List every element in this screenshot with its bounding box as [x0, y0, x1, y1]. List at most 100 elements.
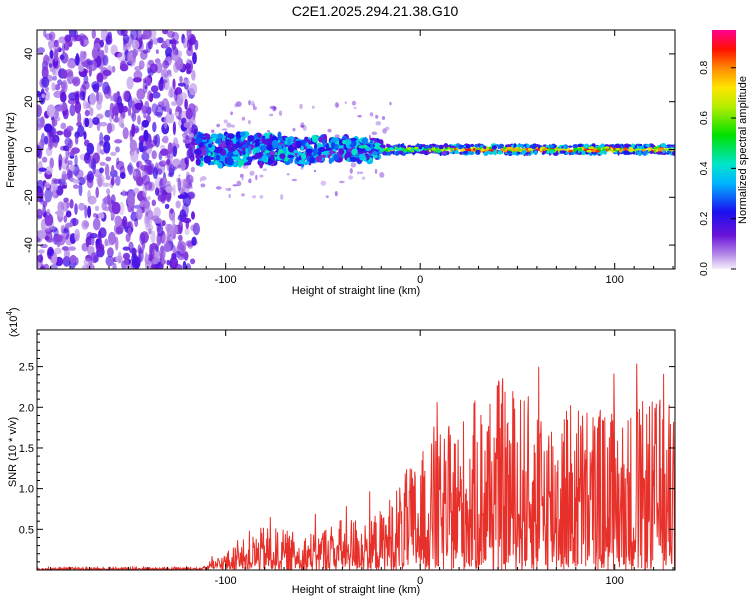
heatmap-cell	[577, 148, 581, 151]
colorbar-gradient	[712, 30, 736, 269]
y-tick-label: 0.5	[19, 524, 34, 536]
heatmap-cell	[572, 144, 577, 149]
heatmap-cell	[58, 153, 63, 167]
heatmap-cell	[165, 102, 170, 113]
heatmap-cell	[318, 147, 326, 152]
heatmap-cell	[83, 39, 90, 46]
heatmap-cell	[204, 158, 211, 164]
heatmap-cell	[153, 135, 158, 146]
heatmap-cell	[113, 117, 120, 123]
heatmap-cell	[454, 150, 459, 154]
heatmap-cell	[111, 164, 115, 175]
heatmap-cell	[130, 30, 139, 40]
heatmap-cell	[142, 49, 149, 54]
heatmap-cell	[286, 173, 290, 176]
heatmap-cell	[374, 168, 378, 174]
heatmap-cell	[257, 133, 262, 139]
heatmap-cell	[249, 170, 255, 176]
heatmap-cell	[145, 224, 154, 232]
heatmap-cell	[90, 252, 98, 264]
heatmap-cell	[312, 148, 317, 154]
heatmap-cell	[101, 182, 110, 187]
heatmap-cell	[144, 181, 153, 191]
heatmap-cell	[131, 100, 136, 113]
heatmap-cell	[122, 34, 130, 44]
heatmap-cell	[555, 150, 559, 156]
heatmap-cell	[597, 146, 601, 150]
heatmap-cell	[45, 166, 53, 175]
heatmap-cell	[122, 252, 131, 260]
heatmap-cell	[131, 123, 136, 137]
heatmap-cell	[114, 215, 122, 226]
heatmap-cell	[194, 148, 202, 156]
heatmap-cell	[568, 152, 573, 155]
heatmap-cell	[69, 199, 74, 209]
heatmap-cell	[62, 43, 66, 54]
heatmap-cell	[351, 100, 357, 106]
heatmap-cell	[175, 200, 181, 209]
heatmap-cell	[254, 152, 259, 158]
heatmap-cell	[277, 131, 282, 139]
heatmap-cell	[177, 82, 186, 87]
heatmap-cell	[375, 121, 382, 126]
heatmap-cell	[54, 247, 62, 255]
heatmap-cell	[139, 232, 146, 245]
heatmap-cell	[210, 133, 218, 138]
heatmap-cell	[126, 76, 134, 90]
heatmap-cell	[185, 263, 192, 269]
heatmap-cell	[573, 147, 578, 151]
heatmap-cell	[248, 120, 251, 125]
heatmap-cell	[153, 217, 163, 224]
heatmap-cell	[339, 139, 342, 146]
heatmap-cell	[211, 129, 215, 133]
heatmap-cell	[151, 91, 161, 99]
heatmap-cell	[96, 72, 104, 83]
heatmap-cell	[152, 121, 157, 133]
heatmap-cell	[140, 199, 146, 206]
heatmap-cell	[163, 242, 172, 253]
heatmap-cell	[157, 168, 163, 176]
heatmap-cell	[225, 188, 228, 191]
heatmap-cell	[474, 143, 478, 148]
heatmap-cell	[66, 164, 70, 173]
heatmap-cell	[610, 147, 614, 151]
heatmap-cell	[361, 176, 366, 180]
heatmap-cell	[232, 184, 238, 187]
heatmap-cell	[402, 148, 405, 152]
heatmap-cell	[97, 212, 105, 219]
heatmap-cell	[149, 63, 158, 74]
heatmap-cell	[61, 81, 67, 91]
heatmap-cell	[104, 163, 110, 178]
heatmap-cell	[155, 49, 159, 54]
y-tick-label: 2.0	[19, 402, 34, 414]
heatmap-cell	[91, 30, 96, 39]
heatmap-cell	[266, 130, 271, 133]
heatmap-cell	[603, 150, 607, 155]
heatmap-cell	[441, 151, 446, 156]
heatmap-cell	[546, 148, 550, 152]
heatmap-cell	[143, 129, 149, 142]
heatmap-cell	[595, 149, 600, 153]
heatmap-cell	[82, 100, 89, 110]
spectrogram-panel: -100 0 100 -40 -20 0 20 40 Height of straight l…	[5, 29, 749, 297]
heatmap-cell	[146, 140, 151, 149]
heatmap-cell	[611, 149, 614, 153]
heatmap-cell	[248, 178, 252, 184]
svg-text:(x104): (x104)	[5, 307, 20, 337]
heatmap-cell	[134, 102, 144, 110]
heatmap-cell	[138, 60, 145, 70]
heatmap-cell	[89, 232, 98, 239]
heatmap-cell	[152, 37, 159, 45]
heatmap-cell	[161, 258, 166, 265]
heatmap-cell	[63, 41, 70, 51]
heatmap-cell	[494, 150, 497, 156]
heatmap-cell	[549, 150, 555, 154]
heatmap-cell	[52, 75, 57, 81]
heatmap-cell	[178, 220, 184, 235]
heatmap-cell	[72, 76, 81, 87]
heatmap-cell	[60, 225, 64, 234]
heatmap-cell	[105, 34, 113, 46]
heatmap-cell	[473, 148, 476, 151]
y-tick-label: 2.5	[19, 362, 34, 374]
heatmap-cell	[399, 151, 402, 154]
